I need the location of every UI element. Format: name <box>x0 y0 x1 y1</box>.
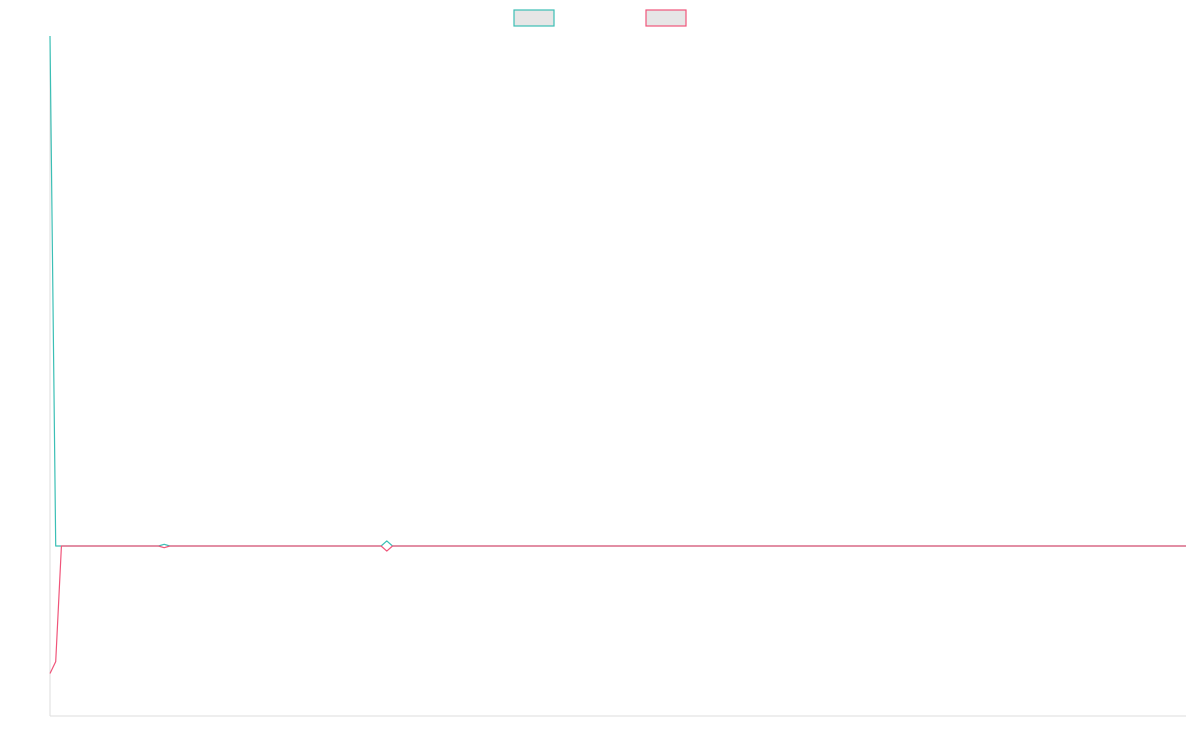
legend-swatch-1 <box>513 9 555 27</box>
series-line-2 <box>49 545 1186 674</box>
legend-swatch-2 <box>645 9 687 27</box>
series-line-1 <box>49 35 1186 547</box>
